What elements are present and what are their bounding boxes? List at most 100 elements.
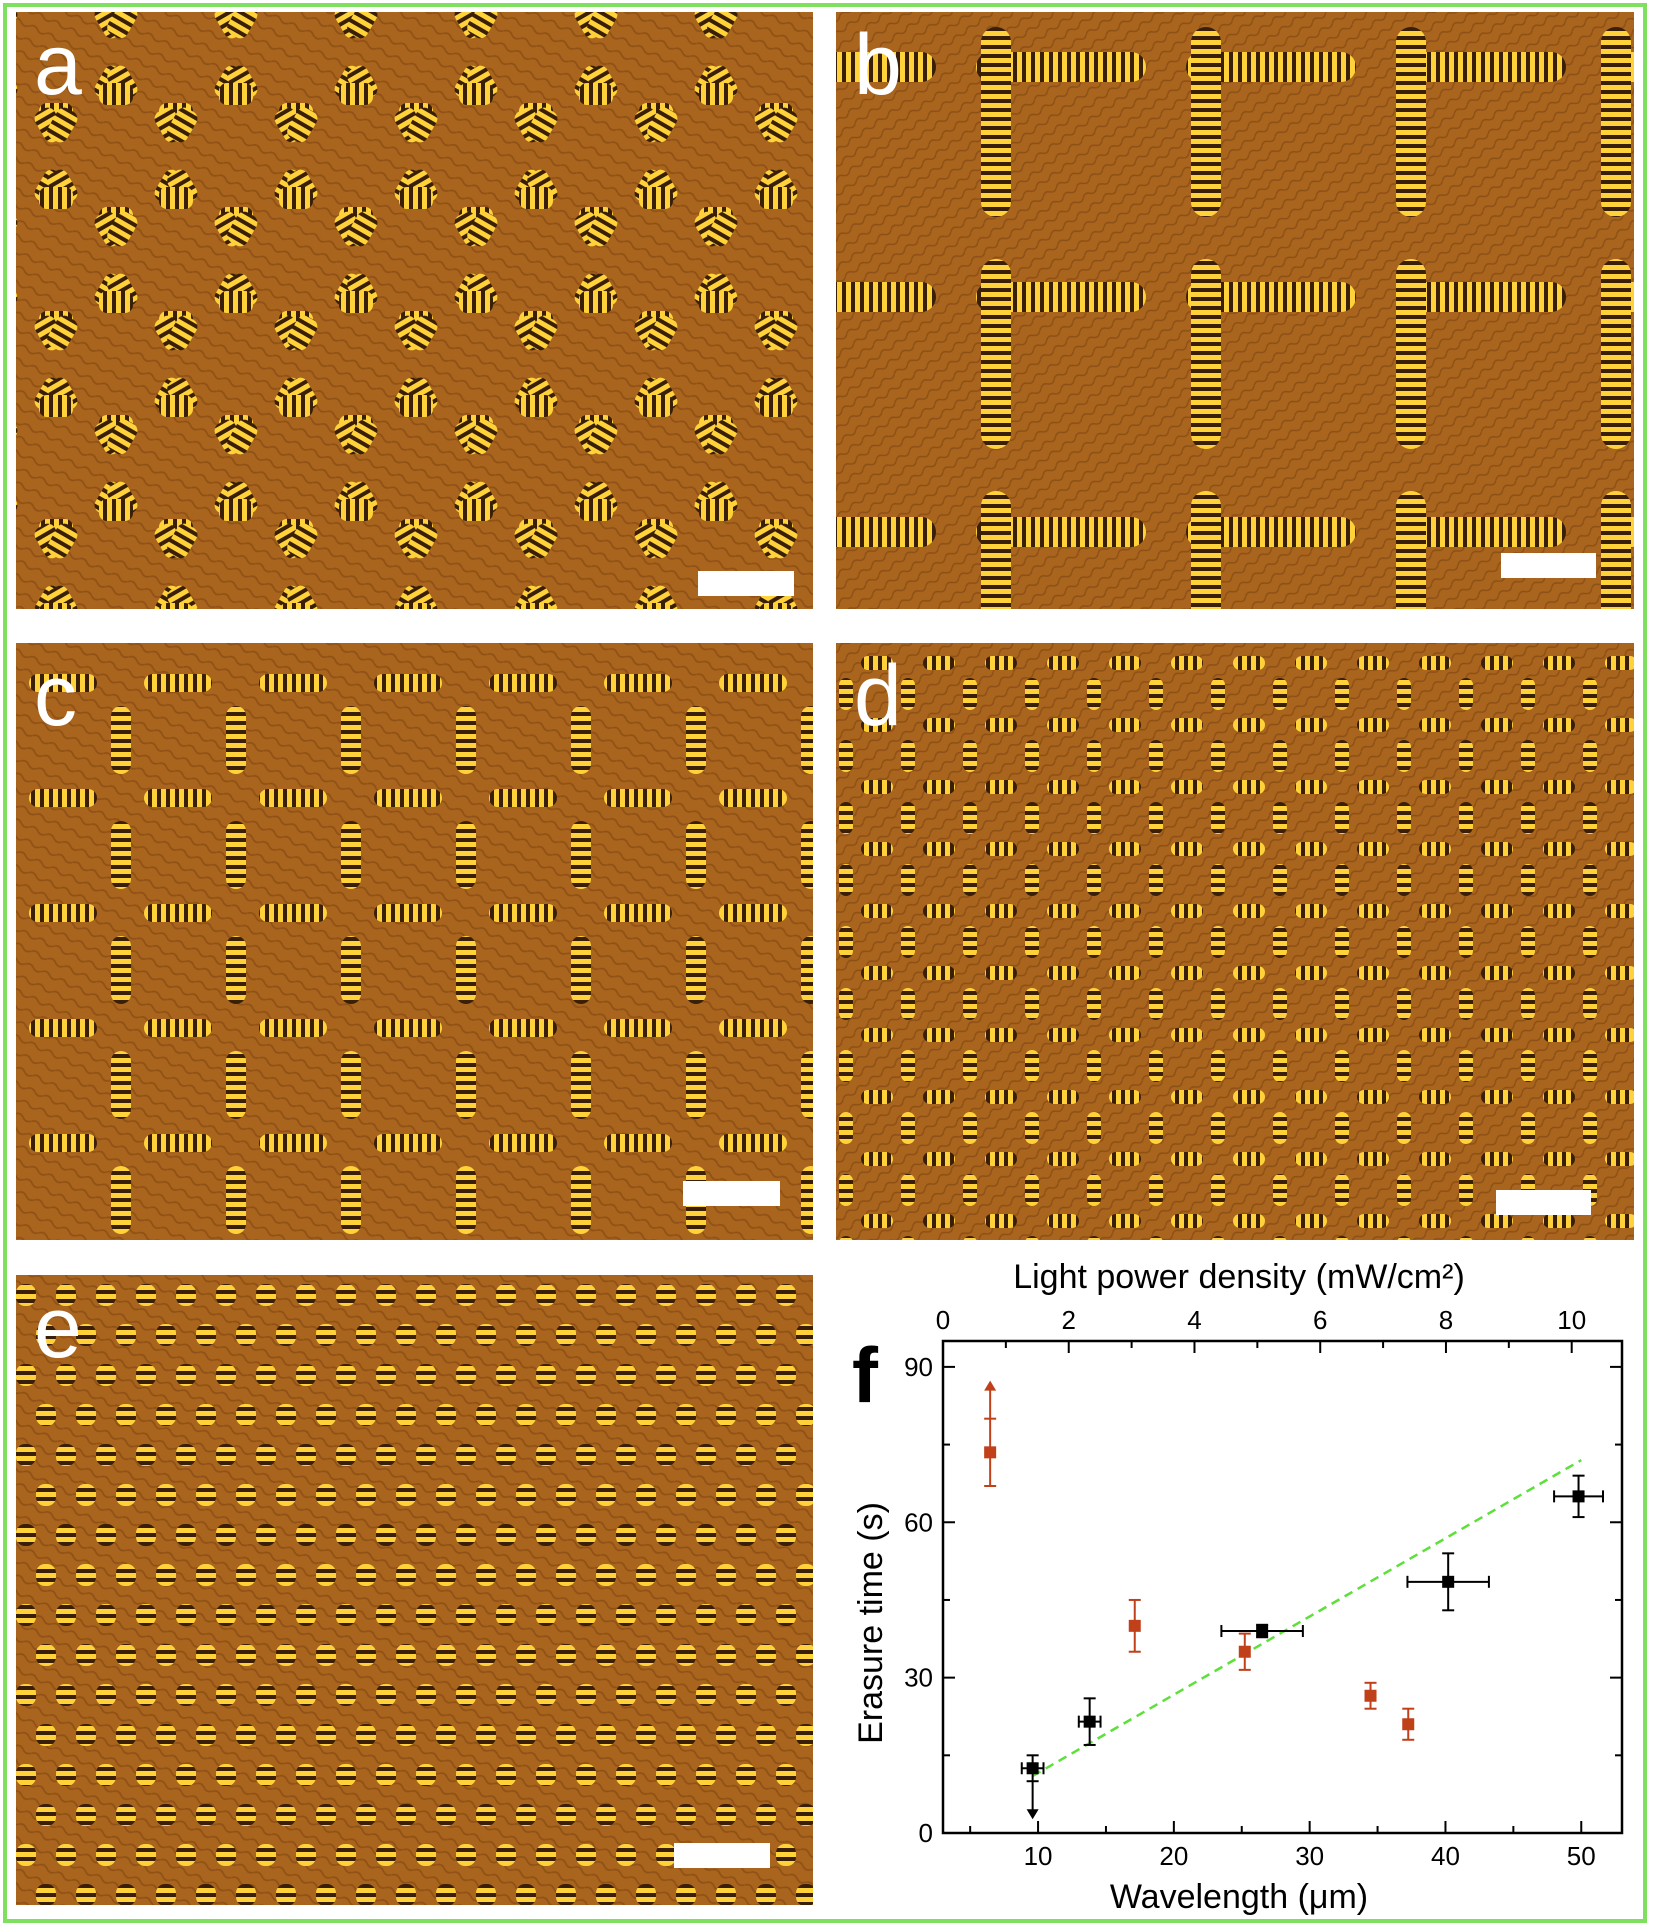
stripe-dot [556, 1804, 576, 1826]
stripe-dot [596, 1804, 616, 1826]
stripe-domain [985, 718, 1017, 732]
stripe-domain [1601, 27, 1631, 217]
stripe-domain [1543, 656, 1575, 670]
stripe-dot [416, 1844, 436, 1866]
stripe-domain [699, 83, 733, 105]
stripe-domain [1171, 1028, 1203, 1042]
stripe-dot [356, 1324, 376, 1346]
y-tick-label: 0 [919, 1818, 933, 1848]
stripe-dot [696, 1284, 716, 1306]
stripe-domain [1543, 780, 1575, 794]
stripe-domain [1047, 842, 1079, 856]
stripe-domain [1171, 780, 1203, 794]
stripe-domain [341, 1051, 361, 1119]
stripe-domain [839, 802, 853, 834]
stripe-dot [156, 1564, 176, 1586]
stripe-domain [861, 1090, 893, 1104]
stripe-domain [467, 419, 498, 455]
stripe-domain [1295, 1028, 1327, 1042]
stripe-dot [436, 1884, 456, 1905]
stripe-dot [496, 1524, 516, 1546]
stripe-dot [276, 1724, 296, 1746]
stripe-domain [1583, 988, 1597, 1020]
stripe-domain [861, 1214, 893, 1228]
stripe-dot [376, 1764, 396, 1786]
stripe-domain [1481, 1152, 1513, 1166]
scale-bar [1501, 553, 1596, 578]
stripe-domain [1459, 802, 1473, 834]
stripe-domain [1233, 904, 1265, 918]
stripe-dot [56, 1284, 76, 1306]
stripe-dot [236, 1804, 256, 1826]
stripe-dot [196, 1804, 216, 1826]
stripe-dot [196, 1884, 216, 1905]
stripe-domain [1109, 1028, 1141, 1042]
stripe-domain [604, 904, 672, 922]
stripe-domain [1357, 904, 1389, 918]
stripe-dot [296, 1444, 316, 1466]
stripe-domain [107, 211, 138, 247]
stripe-dot [456, 1604, 476, 1626]
stripe-domain [1397, 678, 1411, 710]
stripe-domain [1273, 678, 1287, 710]
stripe-domain [1481, 842, 1513, 856]
stripe-domain [519, 187, 553, 209]
stripe-domain [227, 12, 258, 39]
stripe-domain [167, 523, 198, 559]
stripe-dot [556, 1564, 576, 1586]
stripe-domain [219, 291, 253, 313]
stripe-domain [219, 499, 253, 521]
stripe-dot [76, 1644, 96, 1666]
stripe-domain [923, 904, 955, 918]
stripe-dot [76, 1484, 96, 1506]
marker [1238, 1645, 1251, 1658]
stripe-domain [836, 52, 936, 82]
stripe-domain [985, 966, 1017, 980]
stripe-dot [36, 1804, 56, 1826]
stripe-domain [144, 789, 212, 807]
stripe-domain [1583, 1112, 1597, 1144]
stripe-domain [901, 1236, 915, 1240]
stripe-dot [516, 1404, 536, 1426]
marker [1442, 1575, 1455, 1588]
stripe-dot [356, 1644, 376, 1666]
stripe-domain [1025, 678, 1039, 710]
stripe-domain [976, 282, 1146, 312]
stripe-dot [696, 1684, 716, 1706]
stripe-domain [399, 603, 433, 609]
stripe-dot [476, 1804, 496, 1826]
stripe-dot [396, 1404, 416, 1426]
stripe-dot [36, 1564, 56, 1586]
stripe-domain [923, 842, 955, 856]
stripe-domain [1396, 282, 1566, 312]
stripe-domain [1149, 678, 1163, 710]
stripe-domain [1047, 1090, 1079, 1104]
stripe-dot [696, 1524, 716, 1546]
stripe-domain [1397, 740, 1411, 772]
stripe-dot [396, 1324, 416, 1346]
stripe-domain [1211, 740, 1225, 772]
stripe-domain [1335, 988, 1349, 1020]
stripe-dot [456, 1444, 476, 1466]
stripe-domain [374, 789, 442, 807]
stripe-dot [16, 1444, 36, 1466]
panel-label-a: a [34, 17, 82, 113]
axes-layer: 10 20 30 40 50 0 2 4 6 8 10 0 30 60 90 [904, 1305, 1624, 1871]
stripe-domain [759, 187, 793, 209]
stripe-domain [1109, 904, 1141, 918]
stripe-dot [636, 1564, 656, 1586]
stripe-dot [516, 1804, 536, 1826]
stripe-domain [489, 904, 557, 922]
stripe-domain [1025, 864, 1039, 896]
stripe-domain [1396, 517, 1566, 547]
stripe-dot [456, 1364, 476, 1386]
stripe-domain [456, 1051, 476, 1119]
stripe-dot [476, 1324, 496, 1346]
stripe-dot [156, 1724, 176, 1746]
stripe-domain [1047, 1152, 1079, 1166]
micrograph-c-image [16, 643, 813, 1240]
stripe-domain [901, 1112, 915, 1144]
stripe-dot [436, 1404, 456, 1426]
stripe-domain [767, 107, 798, 143]
stripe-dot [796, 1804, 813, 1826]
